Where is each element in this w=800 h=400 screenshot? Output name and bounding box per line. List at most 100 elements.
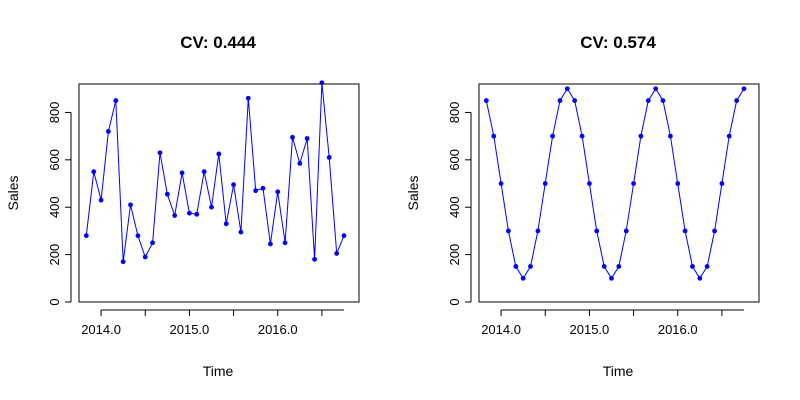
data-point [319, 80, 325, 86]
y-tick-label: 800 [447, 102, 462, 124]
data-point [491, 133, 497, 139]
data-point [194, 211, 200, 217]
x-tick-label: 2016.0 [258, 322, 298, 337]
data-point [535, 228, 541, 234]
data-point [98, 197, 104, 203]
data-point [297, 160, 303, 166]
data-point [690, 264, 695, 269]
x-axis-label: Time [603, 363, 634, 379]
x-axis: 2014.0 2015.0 2016.0 [81, 309, 344, 337]
x-tick-label: 2014.0 [481, 322, 521, 337]
data-point [120, 259, 126, 265]
y-tick-label: 600 [47, 149, 62, 171]
plot-frame [478, 83, 760, 303]
data-point [682, 228, 688, 234]
data-point [719, 181, 725, 186]
x-tick-label: 2015.0 [570, 322, 610, 337]
data-point [231, 182, 236, 188]
data-point [506, 228, 511, 234]
x-tick-label: 2015.0 [170, 322, 210, 337]
data-point [290, 134, 295, 140]
data-point [726, 133, 732, 139]
data-point [113, 98, 119, 103]
data-point [513, 264, 519, 269]
data-point [623, 228, 629, 234]
data-point [572, 98, 578, 103]
data-point [150, 240, 155, 246]
data-point [616, 264, 622, 269]
chart-title: CV: 0.574 [580, 33, 656, 52]
data-point [341, 233, 347, 239]
data-point [675, 181, 681, 186]
y-tick-label: 400 [47, 196, 62, 218]
data-point [245, 95, 251, 101]
data-point [172, 213, 178, 218]
y-tick-label: 800 [47, 102, 62, 124]
data-point [542, 181, 548, 186]
data-point [587, 181, 592, 186]
data-point [187, 210, 192, 216]
y-axis-label: Sales [405, 175, 421, 210]
data-point [520, 275, 526, 281]
plot-frame [78, 83, 360, 303]
data-point [179, 170, 185, 176]
y-tick-label: 400 [447, 196, 462, 218]
data-point [157, 150, 163, 156]
data-point [209, 204, 214, 210]
x-tick-label: 2014.0 [81, 322, 121, 337]
data-point [83, 233, 89, 239]
data-point [528, 264, 533, 269]
data-point [609, 275, 614, 281]
data-point [268, 241, 273, 247]
data-point [594, 228, 600, 234]
data-point [550, 133, 555, 139]
x-axis: 2014.0 2015.0 2016.0 [481, 309, 744, 337]
chart-panel-left: CV: 0.444 0 200 400 600 800 2014.0 2015.0 2016… [5, 33, 360, 379]
data-point [557, 98, 563, 103]
y-axis: 0 200 400 600 800 [47, 102, 72, 306]
data-point [601, 264, 607, 269]
data-point [128, 202, 133, 208]
data-point [253, 188, 259, 194]
data-point [304, 136, 310, 141]
data-point [106, 128, 111, 134]
data-point [564, 86, 570, 92]
data-point [334, 251, 340, 256]
chart-title: CV: 0.444 [180, 33, 256, 52]
data-point [201, 169, 207, 175]
data-point [282, 240, 288, 246]
x-tick-label: 2016.0 [658, 322, 698, 337]
data-point [734, 98, 740, 103]
data-point [91, 169, 97, 175]
y-tick-label: 0 [47, 298, 62, 305]
data-point [135, 233, 141, 239]
data-point [275, 189, 281, 195]
data-point [741, 86, 747, 92]
data-point [498, 181, 504, 186]
data-point [668, 133, 673, 139]
data-point [579, 133, 585, 139]
data-point [223, 221, 229, 227]
data-point [238, 229, 244, 235]
data-point [631, 181, 636, 186]
data-point [312, 256, 317, 262]
data-point [704, 264, 710, 269]
data-point [260, 185, 266, 191]
data-point [653, 86, 659, 92]
data-point [216, 151, 222, 157]
y-axis: 0 200 400 600 800 [447, 102, 472, 306]
y-tick-label: 200 [447, 244, 462, 266]
chart-panel-right: CV: 0.574 0 200 400 600 800 2014.0 2015.0 2016… [405, 33, 760, 379]
data-point [164, 191, 170, 197]
y-tick-label: 600 [447, 149, 462, 171]
data-point [712, 228, 717, 234]
data-point [483, 98, 489, 103]
series-line [85, 82, 345, 262]
data-series [83, 80, 347, 265]
y-axis-label: Sales [5, 175, 21, 210]
x-axis-label: Time [203, 363, 234, 379]
data-point [645, 98, 651, 103]
data-point [638, 133, 644, 139]
